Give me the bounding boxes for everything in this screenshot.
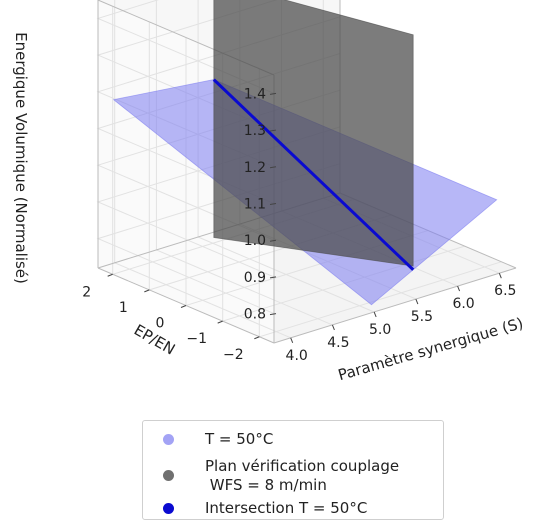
y-tick-mark — [107, 273, 113, 277]
x-tick-label: 5.0 — [369, 322, 391, 338]
legend-label-verification-plane: Plan vérification couplage WFS = 8 m/min — [205, 457, 400, 494]
legend-label-intersection: Intersection T = 50°C — [205, 499, 368, 517]
intersection-line — [212, 78, 415, 271]
y-axis-label: EP/EN — [131, 321, 178, 359]
legend-label-plane-t50: T = 50°C — [205, 430, 274, 448]
y-tick-mark — [254, 336, 260, 340]
y-tick-label: 0 — [156, 316, 165, 332]
legend: T = 50°C Plan vérification couplage WFS … — [142, 420, 444, 520]
y-tick-label: 2 — [82, 284, 91, 300]
z-tick-mark — [269, 239, 277, 242]
y-tick-mark — [180, 305, 187, 308]
legend-swatch-intersection-icon — [163, 503, 174, 514]
z-tick-label: 1.3 — [244, 123, 266, 139]
series-layer — [112, 0, 498, 306]
verification-plane — [213, 0, 414, 267]
z-tick-mark — [269, 313, 277, 316]
z-tick-label: 1.2 — [244, 160, 266, 176]
axis-edge — [273, 267, 517, 344]
x-tick-label: 5.5 — [411, 309, 433, 325]
y-tick-label: −2 — [223, 347, 244, 363]
y-tick-mark — [144, 289, 150, 293]
legend-swatch-verification-plane-icon — [163, 470, 174, 481]
x-tick-mark — [457, 285, 461, 292]
x-tick-mark — [415, 298, 419, 305]
legend-swatch-plane-t50-icon — [163, 434, 174, 445]
x-tick-label: 4.0 — [286, 348, 308, 364]
x-tick-label: 6.0 — [452, 296, 474, 312]
z-tick-label: 1.4 — [244, 86, 266, 102]
x-tick-mark — [331, 324, 335, 331]
x-tick-label: 4.5 — [327, 335, 349, 351]
x-tick-mark — [498, 272, 502, 279]
z-tick-label: 1.1 — [244, 196, 266, 212]
z-axis-label: Energique Volumique (Normalisé) — [12, 32, 30, 284]
z-tick-mark — [269, 129, 277, 132]
z-tick-label: 1.0 — [244, 233, 266, 249]
z-tick-mark — [269, 166, 277, 169]
x-tick-label: 6.5 — [494, 283, 516, 299]
y-tick-label: 1 — [119, 300, 128, 316]
z-tick-mark — [269, 276, 277, 279]
tick-labels: 0.8 0.9 1.0 1.1 1.2 1.3 1.4 2 1 0 −1 −2 4.0 4.5 5.0 5.5… — [82, 86, 516, 363]
y-tick-label: −1 — [186, 331, 207, 347]
y-tick-mark — [217, 320, 223, 324]
x-tick-mark — [373, 311, 377, 318]
z-tick-label: 0.9 — [244, 270, 266, 286]
z-tick-label: 0.8 — [244, 307, 266, 323]
x-tick-mark — [290, 337, 294, 344]
z-tick-mark — [269, 202, 277, 205]
z-tick-mark — [269, 92, 277, 95]
